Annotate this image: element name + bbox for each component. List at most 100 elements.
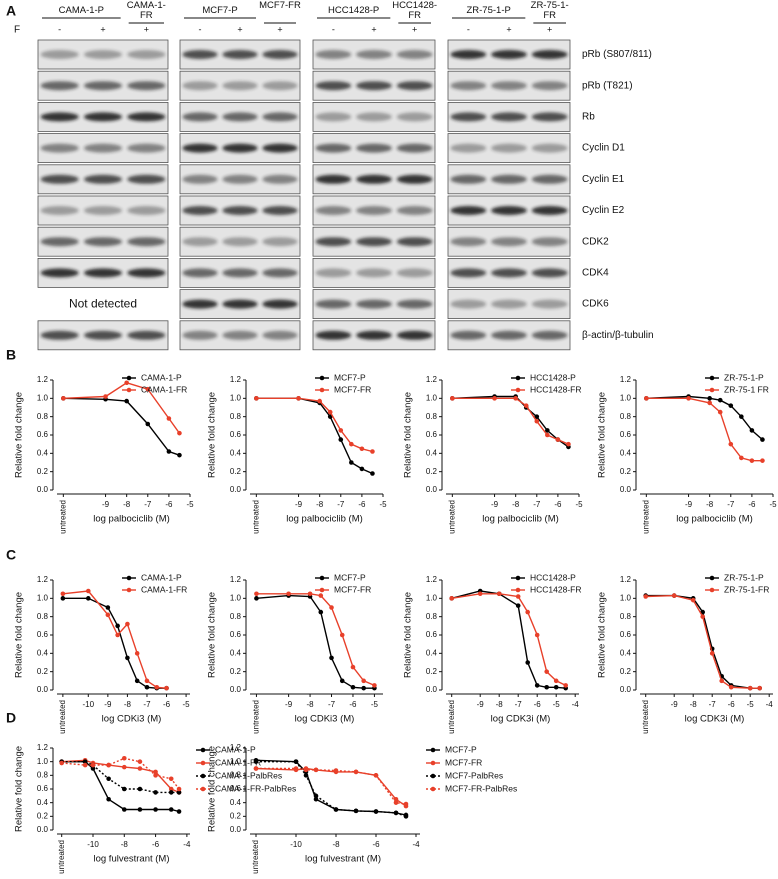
y-tick-label: 0.6 <box>37 784 49 793</box>
data-point <box>671 593 677 598</box>
data-point <box>349 441 354 447</box>
protein-label: Cyclin E1 <box>582 174 625 185</box>
x-tick-label: -6 <box>165 500 173 509</box>
blot-band <box>262 143 298 153</box>
y-axis-label: Relative fold change <box>14 592 25 678</box>
blot-band <box>127 81 166 91</box>
data-point <box>373 773 379 778</box>
blot-band <box>262 50 298 59</box>
blot-band <box>396 330 433 340</box>
x-tick-label: -10 <box>290 840 302 849</box>
legend-label: MCF7-P <box>334 372 366 382</box>
legend-marker <box>319 375 325 381</box>
blot-band <box>222 299 258 309</box>
treatment-sign: + <box>412 24 417 34</box>
data-point <box>103 394 108 399</box>
blot-band <box>450 112 487 122</box>
data-point <box>700 614 705 619</box>
data-point <box>525 609 530 615</box>
x-tick-label: untreated <box>251 500 260 534</box>
data-point <box>353 808 359 814</box>
legend-label: HCC1428-P <box>530 572 576 582</box>
data-point <box>329 605 334 610</box>
x-tick-label: -4 <box>766 700 774 709</box>
legend-label: ZR-75-1 FR <box>724 384 769 394</box>
x-tick-label: untreated <box>447 500 456 534</box>
y-tick-label: 0.4 <box>37 448 49 457</box>
blot-band <box>315 174 352 184</box>
data-point <box>153 769 158 775</box>
data-point <box>350 664 356 670</box>
y-tick-label: 0.0 <box>230 685 242 694</box>
blot-band <box>40 174 79 184</box>
y-axis-label: Relative fold change <box>207 746 218 832</box>
legend-label: CAMA-1-FR-PalbRes <box>215 783 296 793</box>
blot-band <box>396 299 433 309</box>
y-tick-label: 0.8 <box>620 612 632 621</box>
blot-band <box>450 143 487 153</box>
blot-band <box>396 174 433 184</box>
x-tick-label: -4 <box>572 700 580 709</box>
y-tick-label: 0.4 <box>230 648 242 657</box>
legend-label: CAMA-1-P <box>141 372 182 382</box>
legend-label: HCC1428-P <box>530 372 576 382</box>
data-point <box>333 807 339 812</box>
data-point <box>82 759 88 764</box>
blot-band <box>356 143 392 153</box>
data-point <box>144 684 150 690</box>
y-axis-label: Relative fold change <box>207 592 218 678</box>
data-point <box>555 437 561 442</box>
x-tick-label: -8 <box>121 840 129 849</box>
blot-band <box>182 299 218 309</box>
data-point <box>286 591 291 597</box>
x-tick-label: untreated <box>251 840 260 874</box>
data-point <box>121 755 127 761</box>
data-point <box>359 466 365 472</box>
legend-marker <box>126 375 132 381</box>
data-point <box>353 769 359 775</box>
data-point <box>515 603 521 608</box>
data-point <box>137 786 143 792</box>
data-point <box>254 591 259 597</box>
y-tick-label: 1.0 <box>426 393 438 402</box>
legend-marker <box>200 773 206 779</box>
blot-band <box>222 206 258 215</box>
cell-line-label: CAMA-1-P <box>58 5 105 16</box>
y-tick-label: 0.0 <box>230 825 242 834</box>
legend-marker <box>200 786 206 792</box>
x-tick-label: untreated <box>447 700 456 734</box>
y-axis-label: Relative fold change <box>14 746 25 832</box>
data-point <box>449 596 455 601</box>
data-point <box>690 597 696 603</box>
y-tick-label: 0.6 <box>37 430 49 439</box>
blot-band <box>262 330 298 340</box>
blot-band <box>356 206 392 215</box>
x-axis-label: log CDK3i (M) <box>491 714 551 725</box>
blot-band <box>182 330 218 340</box>
legend-label: ZR-75-1-P <box>724 372 764 382</box>
x-tick-label: -8 <box>512 500 520 509</box>
blot-band <box>450 206 487 215</box>
blot-band <box>531 174 568 184</box>
data-point <box>85 588 91 594</box>
blot-band <box>356 299 392 309</box>
data-point <box>168 786 174 792</box>
legend-marker <box>430 747 436 753</box>
data-point <box>106 776 111 782</box>
blot-band <box>83 206 123 215</box>
x-axis-label: log CDKi3 (M) <box>102 714 162 725</box>
blot-band <box>396 268 433 278</box>
data-point <box>534 414 540 419</box>
blot-band <box>396 112 433 122</box>
data-point <box>739 455 744 461</box>
x-tick-label: -4 <box>412 840 420 849</box>
y-tick-label: 0.4 <box>37 798 49 807</box>
x-tick-label: -5 <box>379 500 387 509</box>
blot-band <box>127 143 166 153</box>
data-point <box>393 810 399 816</box>
data-point <box>253 766 259 771</box>
blot-band <box>127 330 166 340</box>
blot-band <box>396 50 433 59</box>
x-tick-label: -10 <box>87 840 99 849</box>
